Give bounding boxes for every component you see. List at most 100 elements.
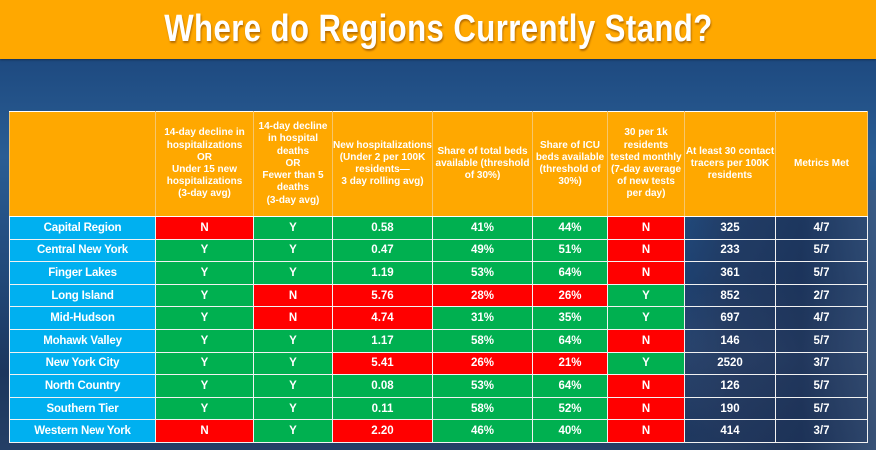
contact-tracers-cell: 146 (684, 328, 776, 353)
icu-beds-cell: 51% (532, 238, 608, 263)
metrics-met-cell: 5/7 (775, 396, 868, 421)
testing-cell: N (607, 238, 685, 263)
region-name: Mid-Hudson (9, 306, 156, 330)
testing-cell: Y (607, 351, 685, 376)
region-name: Western New York (9, 419, 156, 443)
metrics-met-cell: 4/7 (775, 306, 868, 330)
death-decline-cell: Y (253, 238, 333, 263)
hospitalization-decline-cell: N (155, 419, 254, 443)
new-hospitalizations-cell: 4.74 (332, 306, 433, 330)
new-hospitalizations-cell: 5.76 (332, 283, 433, 308)
icu-beds-cell: 64% (532, 374, 608, 398)
death-decline-cell: Y (253, 396, 333, 421)
metrics-met-cell: 3/7 (775, 351, 868, 376)
contact-tracers-cell: 361 (684, 261, 776, 285)
page-title: Where do Regions Currently Stand? (163, 8, 713, 50)
header-row: 14-day decline in hospitalizations OR Un… (9, 111, 868, 217)
contact-tracers-cell: 2520 (684, 351, 776, 376)
metrics-met-cell: 2/7 (775, 283, 868, 308)
testing-cell: N (607, 261, 685, 285)
hospitalization-decline-cell: Y (155, 351, 254, 376)
total-beds-cell: 49% (432, 238, 533, 263)
testing-cell: N (607, 374, 685, 398)
region-name: North Country (9, 374, 156, 398)
header-total-beds: Share of total beds available (threshold… (432, 111, 533, 217)
region-name: Southern Tier (9, 396, 156, 421)
hospitalization-decline-cell: N (155, 216, 254, 240)
header-testing: 30 per 1k residents tested monthly (7-da… (607, 111, 685, 217)
total-beds-cell: 28% (432, 283, 533, 308)
icu-beds-cell: 64% (532, 328, 608, 353)
total-beds-cell: 53% (432, 261, 533, 285)
hospitalization-decline-cell: Y (155, 396, 254, 421)
new-hospitalizations-cell: 0.11 (332, 396, 433, 421)
death-decline-cell: Y (253, 261, 333, 285)
testing-cell: N (607, 216, 685, 240)
hospitalization-decline-cell: Y (155, 306, 254, 330)
icu-beds-cell: 44% (532, 216, 608, 240)
region-name: Mohawk Valley (9, 328, 156, 353)
death-decline-cell: Y (253, 419, 333, 443)
icu-beds-cell: 64% (532, 261, 608, 285)
death-decline-cell: Y (253, 216, 333, 240)
metrics-met-cell: 5/7 (775, 238, 868, 263)
table-row: Mohawk Valley Y Y 1.17 58% 64% N 146 5/7 (9, 328, 868, 353)
hospitalization-decline-cell: Y (155, 374, 254, 398)
region-name: Finger Lakes (9, 261, 156, 285)
testing-cell: N (607, 419, 685, 443)
table-row: Finger Lakes Y Y 1.19 53% 64% N 361 5/7 (9, 261, 868, 285)
total-beds-cell: 46% (432, 419, 533, 443)
metrics-met-cell: 3/7 (775, 419, 868, 443)
region-name: Long Island (9, 283, 156, 308)
header-icu-beds: Share of ICU beds available (threshold o… (532, 111, 608, 217)
header-metrics-met: Metrics Met (775, 111, 868, 217)
death-decline-cell: N (253, 306, 333, 330)
header-new-hospitalizations: New hospitalizations (Under 2 per 100K r… (332, 111, 433, 217)
icu-beds-cell: 35% (532, 306, 608, 330)
icu-beds-cell: 21% (532, 351, 608, 376)
contact-tracers-cell: 233 (684, 238, 776, 263)
total-beds-cell: 26% (432, 351, 533, 376)
contact-tracers-cell: 126 (684, 374, 776, 398)
header-contact-tracers: At least 30 contact tracers per 100K res… (684, 111, 776, 217)
metrics-met-cell: 5/7 (775, 374, 868, 398)
table-row: New York City Y Y 5.41 26% 21% Y 2520 3/7 (9, 351, 868, 376)
contact-tracers-cell: 852 (684, 283, 776, 308)
testing-cell: N (607, 396, 685, 421)
hospitalization-decline-cell: Y (155, 238, 254, 263)
new-hospitalizations-cell: 1.17 (332, 328, 433, 353)
testing-cell: Y (607, 283, 685, 308)
region-name: Central New York (9, 238, 156, 263)
testing-cell: N (607, 328, 685, 353)
table-row: North Country Y Y 0.08 53% 64% N 126 5/7 (9, 374, 868, 398)
icu-beds-cell: 26% (532, 283, 608, 308)
header-region (9, 111, 156, 217)
metrics-met-cell: 5/7 (775, 261, 868, 285)
death-decline-cell: N (253, 283, 333, 308)
new-hospitalizations-cell: 1.19 (332, 261, 433, 285)
hospitalization-decline-cell: Y (155, 261, 254, 285)
header-hospitalization-decline: 14-day decline in hospitalizations OR Un… (155, 111, 254, 217)
contact-tracers-cell: 325 (684, 216, 776, 240)
new-hospitalizations-cell: 2.20 (332, 419, 433, 443)
new-hospitalizations-cell: 0.08 (332, 374, 433, 398)
table-row: Long Island Y N 5.76 28% 26% Y 852 2/7 (9, 283, 868, 308)
hospitalization-decline-cell: Y (155, 283, 254, 308)
icu-beds-cell: 52% (532, 396, 608, 421)
metrics-met-cell: 4/7 (775, 216, 868, 240)
region-name: New York City (9, 351, 156, 376)
total-beds-cell: 31% (432, 306, 533, 330)
hospitalization-decline-cell: Y (155, 328, 254, 353)
total-beds-cell: 53% (432, 374, 533, 398)
total-beds-cell: 58% (432, 396, 533, 421)
contact-tracers-cell: 697 (684, 306, 776, 330)
table-row: Capital Region N Y 0.58 41% 44% N 325 4/7 (9, 216, 868, 240)
contact-tracers-cell: 414 (684, 419, 776, 443)
testing-cell: Y (607, 306, 685, 330)
death-decline-cell: Y (253, 374, 333, 398)
death-decline-cell: Y (253, 328, 333, 353)
total-beds-cell: 58% (432, 328, 533, 353)
header-death-decline: 14-day decline in hospital deaths OR Few… (253, 111, 333, 217)
new-hospitalizations-cell: 0.47 (332, 238, 433, 263)
death-decline-cell: Y (253, 351, 333, 376)
